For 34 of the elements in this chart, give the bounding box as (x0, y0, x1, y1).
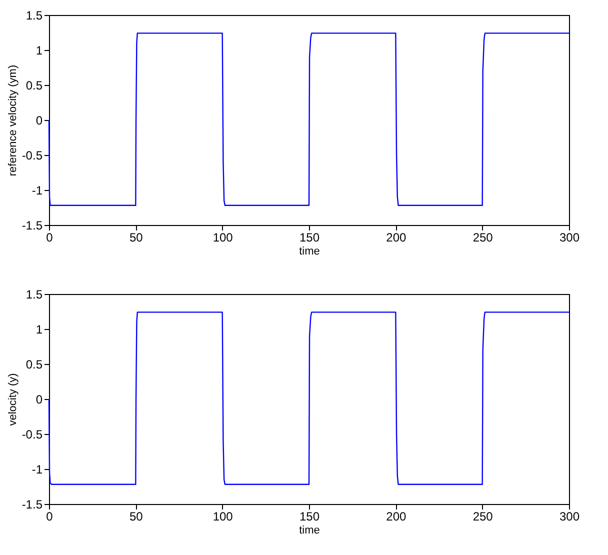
x-tick-label: 100 (212, 510, 234, 524)
x-tick-label: 200 (386, 510, 406, 524)
x-tick-label: 200 (386, 230, 406, 244)
y-tick-label: 1 (36, 44, 43, 58)
x-tick-label: 150 (299, 510, 320, 524)
x-tick-label: 0 (46, 510, 54, 524)
x-tick-label: 0 (46, 230, 54, 244)
y-tick-label: -1.5 (22, 498, 43, 512)
y-axis-title: velocity (y) (6, 373, 19, 426)
x-tick-label: 50 (129, 510, 144, 524)
y-tick-label: -1 (32, 462, 43, 476)
x-tick-label: 50 (129, 230, 144, 244)
y-tick-label: 0.5 (26, 358, 43, 372)
y-tick-label: 1 (36, 322, 43, 336)
x-tick-label: 150 (299, 230, 320, 244)
y-axis-title: reference velocity (ym) (6, 64, 19, 176)
y-tick-label: 1.5 (26, 8, 43, 22)
line-series (48, 32, 570, 206)
line-series (48, 312, 570, 485)
y-tick-label: -0.5 (22, 148, 43, 162)
x-tick-label: 300 (559, 230, 580, 244)
y-tick-label: 1.5 (26, 288, 43, 302)
y-tick-label: 0 (36, 392, 43, 406)
x-tick-label: 250 (472, 510, 494, 524)
y-tick-label: -0.5 (22, 428, 43, 442)
y-tick-label: -1.5 (22, 218, 43, 232)
x-tick-label: 100 (212, 230, 234, 244)
x-tick-label: 250 (472, 230, 494, 244)
x-tick-label: 300 (559, 510, 580, 524)
x-axis-title: time (299, 246, 320, 258)
y-tick-label: 0 (36, 114, 43, 128)
y-tick-label: 0.5 (26, 78, 43, 92)
y-tick-label: -1 (32, 184, 43, 198)
x-axis-title: time (299, 524, 320, 536)
